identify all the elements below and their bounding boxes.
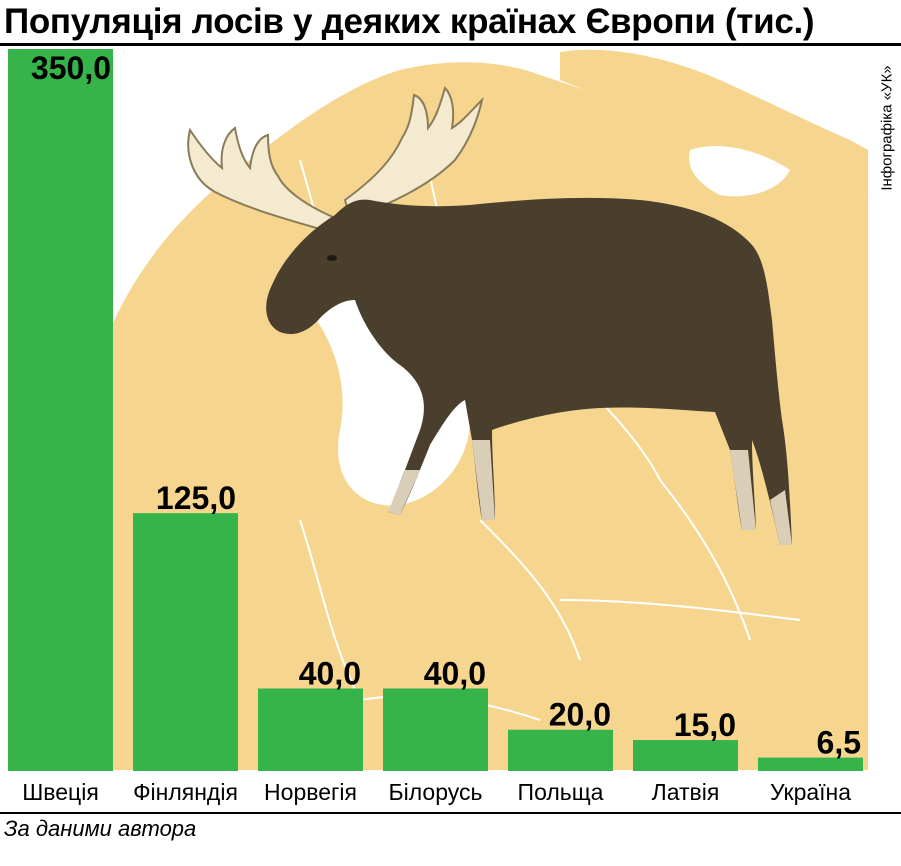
category-label-2: Фінляндія: [133, 779, 238, 805]
category-label-4: Білорусь: [389, 779, 483, 805]
value-label-6: 15,0: [674, 707, 736, 743]
value-label-2: 125,0: [156, 480, 236, 516]
map-land-kola: [560, 49, 868, 200]
bar-4: [383, 688, 488, 771]
value-label-7: 6,5: [817, 725, 861, 761]
map-sea-white: [689, 146, 790, 197]
category-label-5: Польща: [518, 779, 604, 805]
category-label-6: Латвія: [652, 779, 720, 805]
bar-2: [133, 513, 238, 771]
bar-6: [633, 740, 738, 771]
category-label-7: Україна: [770, 779, 851, 805]
category-label-3: Норвегія: [264, 779, 357, 805]
moose-illustration: [187, 86, 792, 545]
chart: 350,0 Швеція 125,0 Фінляндія 40,0 Норвегія 40,…: [8, 49, 868, 805]
moose-antler-right: [343, 86, 484, 220]
category-label-1: Швеція: [22, 779, 99, 805]
bottom-rule: [0, 812, 901, 814]
moose-body: [266, 197, 792, 545]
value-label-4: 40,0: [424, 655, 486, 691]
infographic-credit-text: Інфографіка «УК»: [878, 65, 896, 191]
moose-legs-light: [388, 440, 792, 545]
bar-5: [508, 729, 613, 771]
bars: 350,0 Швеція 125,0 Фінляндія 40,0 Норвегія 40,…: [8, 49, 863, 805]
title-rule: [0, 43, 901, 46]
bar-3: [258, 688, 363, 771]
infographic-credit: Інфографіка «УК»: [873, 44, 901, 212]
source-note: За даними автора: [4, 816, 197, 841]
bar-1: [8, 49, 113, 771]
value-label-5: 20,0: [549, 697, 611, 733]
value-label-1: 350,0: [31, 50, 111, 86]
map-land-continent: [110, 440, 868, 770]
chart-title: Популяція лосів у деяких країнах Європи …: [4, 2, 815, 41]
moose-antler-left: [187, 126, 337, 234]
bar-7: [758, 757, 863, 771]
moose-eye: [327, 255, 337, 261]
value-label-3: 40,0: [299, 655, 361, 691]
